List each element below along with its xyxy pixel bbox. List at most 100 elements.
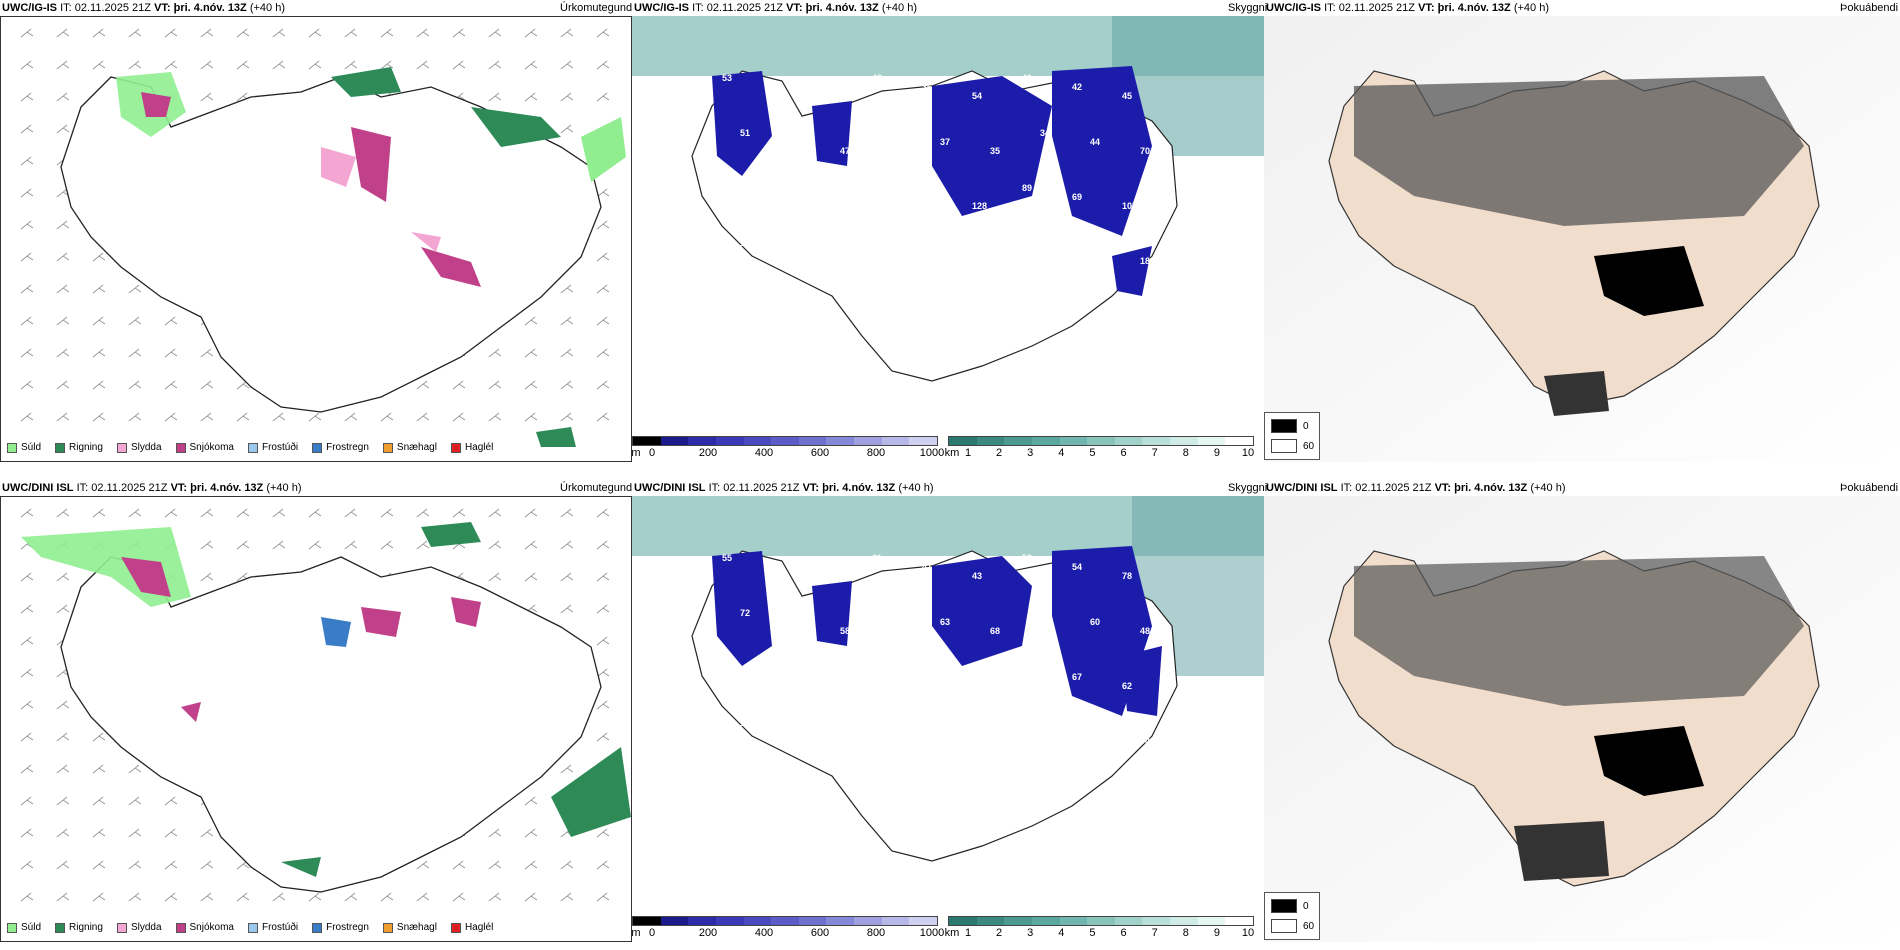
ceiling-value-label: 157	[1090, 727, 1105, 737]
precip-type-map: Súld Rigning Slydda Snjókoma Frostúði Fr…	[0, 16, 632, 462]
ceiling-value-label: 52	[872, 293, 882, 303]
wind-barb	[560, 92, 574, 102]
colorbar-segment	[1197, 917, 1226, 925]
ceiling-value-label: 190	[940, 727, 955, 737]
wind-barb	[344, 540, 358, 550]
wind-barb	[236, 892, 250, 902]
wind-barb	[524, 316, 538, 326]
ceiling-value-label: 51	[740, 128, 750, 138]
colorbar-segment	[771, 917, 799, 925]
wind-barb	[524, 28, 538, 38]
ceiling-value-label: 43	[822, 571, 832, 581]
colorbar-segment	[688, 437, 716, 445]
colorbar-tick-label: 3	[1027, 927, 1034, 939]
fog-legend-label: 60	[1303, 921, 1315, 932]
wind-barb	[452, 508, 466, 518]
wind-barb	[128, 892, 142, 902]
wind-barb	[20, 636, 34, 646]
wind-barb	[524, 860, 538, 870]
colorbar-tick-label: 6	[1120, 927, 1127, 939]
wind-barb	[488, 860, 502, 870]
wind-barb	[200, 572, 214, 582]
wind-barb	[92, 28, 106, 38]
panel-header-cloud: UWC/IG-IS IT: 02.11.2025 21Z VT: þri. 4.…	[634, 2, 918, 14]
wind-barb	[560, 316, 574, 326]
ceiling-value-label: 47	[772, 82, 782, 92]
wind-barb	[200, 508, 214, 518]
precip-patch	[181, 702, 201, 722]
wind-barb	[524, 380, 538, 390]
legend-swatch	[450, 922, 461, 933]
ceiling-value-label: 54	[1072, 562, 1082, 572]
wind-barb	[596, 380, 610, 390]
fog-dark-area	[1354, 556, 1804, 706]
wind-barb	[128, 860, 142, 870]
wind-barb	[56, 412, 70, 422]
wind-barb	[308, 540, 322, 550]
panel-header-cloud: UWC/DINI ISL IT: 02.11.2025 21Z VT: þri.…	[634, 482, 934, 494]
ceiling-value-label: 181	[840, 736, 855, 746]
wind-barb	[200, 380, 214, 390]
wind-barb	[596, 412, 610, 422]
ceiling-map-svg: 53 47 53 46 36 54 41 42 45 51 59 47 54 37 35 34 44 70 53 71…	[632, 16, 1264, 382]
wind-barb	[596, 732, 610, 742]
ceiling-value-label: 209	[822, 791, 837, 801]
colorbar-tick-label: 200	[698, 927, 718, 939]
colorbar-tick-label: 10	[1241, 927, 1255, 939]
fog-dense-patch	[1594, 246, 1704, 316]
wind-barb	[596, 284, 610, 294]
legend-item: Rigning	[55, 922, 103, 933]
iceland-outline	[60, 556, 602, 893]
ceiling-value-label: 65	[872, 183, 882, 193]
ceiling-value-label: 59	[790, 137, 800, 147]
fog-dark-area	[1354, 76, 1804, 226]
colorbar-segment	[743, 917, 772, 925]
wind-barb	[20, 380, 34, 390]
wind-barb	[56, 764, 70, 774]
ceiling-value-label: 297	[1022, 293, 1037, 303]
panel-header-fog: UWC/IG-IS IT: 02.11.2025 21Z VT: þri. 4.…	[1266, 2, 1550, 14]
colorbar-segment	[826, 437, 855, 445]
ceiling-value-label: 41	[1022, 73, 1032, 83]
ceiling-value-label: 89	[1022, 183, 1032, 193]
iceland-outline	[60, 76, 602, 413]
fog-dense-patch	[1514, 821, 1609, 881]
colorbar-tick-label: 8	[1182, 927, 1189, 939]
wind-barb	[380, 892, 394, 902]
wind-barb	[560, 572, 574, 582]
legend-swatch	[7, 442, 17, 453]
wind-barb	[200, 28, 214, 38]
wind-barb	[128, 380, 142, 390]
panel-title-cloud: Skyggni	[1228, 2, 1268, 14]
wind-barb	[344, 28, 358, 38]
wind-barb	[596, 252, 610, 262]
wind-barb	[164, 508, 178, 518]
precip-patch	[471, 107, 561, 147]
wind-barb	[20, 668, 34, 678]
legend-swatch	[247, 922, 258, 933]
wind-barb	[92, 380, 106, 390]
colorbar-segment	[688, 917, 716, 925]
wind-barb	[272, 28, 286, 38]
wind-barb	[596, 508, 610, 518]
wind-barb	[20, 700, 34, 710]
wind-barb	[236, 508, 250, 518]
wind-barb	[200, 892, 214, 902]
colorbar-tick-label: 400	[754, 447, 774, 459]
wind-barb	[56, 284, 70, 294]
colorbar-tick-label: 7	[1151, 447, 1158, 459]
ceiling-map-svg: 55 43 43 61 41 43 56 54 78 72 49 58 79 63 68 51 60 48 54 87…	[632, 496, 1264, 862]
wind-barb	[272, 60, 286, 70]
wind-barb	[56, 572, 70, 582]
colorbar-segment	[909, 917, 938, 925]
ceiling-value-label: 122	[822, 681, 837, 691]
colorbar-tick-label: 5	[1089, 927, 1096, 939]
wind-barb	[92, 732, 106, 742]
colorbar-segment	[1114, 917, 1143, 925]
ceiling-colorbar: m 0 200 400 600 800 1000	[632, 916, 944, 940]
wind-barb	[164, 860, 178, 870]
wind-barb	[272, 540, 286, 550]
wind-barb	[416, 508, 430, 518]
ceiling-value-label: 43	[772, 562, 782, 572]
visibility-colorbar: km 1 2 3 4 5 6 7 8 9 10	[945, 436, 1254, 460]
